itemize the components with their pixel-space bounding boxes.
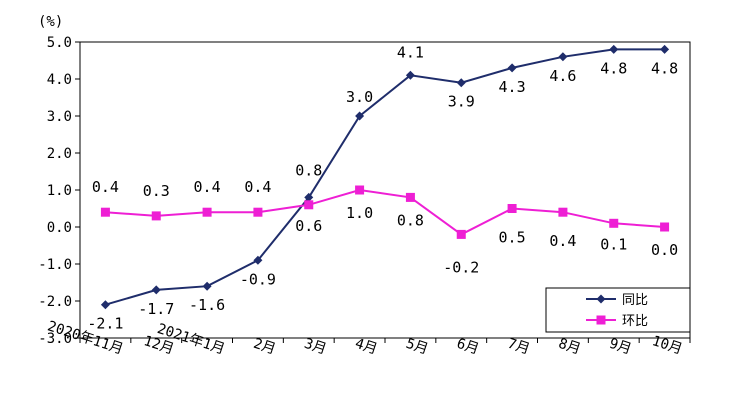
- data-point-mom: [660, 222, 670, 232]
- data-label-mom: 1.0: [346, 204, 373, 222]
- data-point-mom: [609, 218, 619, 228]
- data-point-mom: [151, 211, 161, 221]
- y-tick-label: 3.0: [47, 109, 72, 125]
- legend-label-mom: 环比: [622, 314, 648, 329]
- data-label-yoy: 4.6: [549, 67, 576, 85]
- data-point-yoy: [558, 52, 568, 62]
- data-label-mom: 0.4: [194, 178, 221, 196]
- y-tick-label: -1.0: [38, 257, 72, 273]
- series-line-0: [105, 48, 665, 306]
- data-point-yoy: [100, 300, 110, 310]
- data-point-mom: [100, 207, 110, 217]
- data-point-yoy: [151, 285, 161, 295]
- data-label-mom: 0.6: [295, 217, 322, 235]
- legend-label-yoy: 同比: [622, 293, 648, 308]
- x-tick-label: 8月: [556, 336, 582, 358]
- data-label-mom: 0.5: [499, 229, 526, 247]
- data-point-mom: [558, 207, 568, 217]
- data-point-mom: [355, 185, 365, 195]
- data-point-yoy: [405, 70, 415, 80]
- data-labels-layer: -2.1 -1.7 -1.6 -0.9 0.8 3.0 4.1 3.9 4.3 4.6 4.8 4.8…: [87, 43, 678, 332]
- data-label-yoy: 4.1: [397, 43, 424, 61]
- data-label-yoy: 3.0: [346, 88, 373, 106]
- data-point-mom: [202, 207, 212, 217]
- data-label-mom: 0.4: [244, 178, 271, 196]
- x-tick-label: 3月: [302, 336, 328, 358]
- series-layer: [100, 44, 670, 310]
- x-tick-label: 9月: [607, 336, 633, 358]
- y-tick-label: 4.0: [47, 72, 72, 88]
- data-label-yoy: -1.7: [138, 300, 174, 318]
- data-label-mom: 0.0: [651, 241, 678, 259]
- data-label-mom: 0.3: [143, 182, 170, 200]
- data-point-mom: [253, 207, 263, 217]
- data-point-mom: [405, 192, 415, 202]
- y-tick-label: -3.0: [38, 331, 72, 347]
- x-tick-label: 2月: [251, 336, 277, 358]
- data-point-yoy: [507, 63, 517, 73]
- series-line-1: [105, 188, 665, 236]
- legend-marker-yoy: [596, 294, 606, 304]
- legend-box: [545, 287, 691, 333]
- data-label-mom: 0.1: [600, 235, 627, 253]
- y-tick-label: 1.0: [47, 183, 72, 199]
- y-tick-labels: 5.0 4.0 3.0 2.0 1.0 0.0 -1.0 -2.0 -3.0: [38, 35, 72, 347]
- data-point-mom: [456, 229, 466, 239]
- y-tick-label: 0.0: [47, 220, 72, 236]
- y-tick-label: -2.0: [38, 294, 72, 310]
- data-label-yoy: 0.8: [295, 161, 322, 179]
- data-point-yoy: [304, 192, 314, 202]
- data-label-yoy: -1.6: [189, 296, 225, 314]
- data-label-mom: 0.4: [549, 232, 576, 250]
- chart-axes: [75, 41, 691, 343]
- x-tick-label: 10月: [650, 333, 684, 358]
- data-point-yoy: [609, 44, 619, 54]
- x-tick-label: 5月: [404, 336, 430, 358]
- data-point-mom: [304, 200, 314, 210]
- data-point-yoy: [202, 281, 212, 291]
- x-tick-label: 4月: [353, 336, 379, 358]
- x-tick-label: 7月: [506, 336, 532, 358]
- data-label-yoy: 3.9: [448, 93, 475, 111]
- data-label-yoy: -2.1: [87, 315, 123, 333]
- data-label-yoy: 4.8: [651, 59, 678, 77]
- data-label-mom: -0.2: [443, 258, 479, 276]
- data-label-yoy: 4.8: [600, 59, 627, 77]
- legend-marker-mom: [596, 315, 606, 325]
- x-tick-label: 6月: [455, 336, 481, 358]
- data-point-yoy: [253, 255, 263, 265]
- data-point-yoy: [660, 44, 670, 54]
- data-point-yoy: [355, 111, 365, 121]
- data-label-yoy: -0.9: [240, 270, 276, 288]
- y-tick-label: 2.0: [47, 146, 72, 162]
- data-label-yoy: 4.3: [499, 78, 526, 96]
- y-unit-label: (%): [38, 14, 63, 30]
- legend: 同比 环比: [545, 287, 691, 333]
- data-label-mom: 0.4: [92, 178, 119, 196]
- data-label-mom: 0.8: [397, 211, 424, 229]
- y-tick-label: 5.0: [47, 35, 72, 51]
- data-point-yoy: [456, 78, 466, 88]
- data-point-mom: [507, 204, 517, 213]
